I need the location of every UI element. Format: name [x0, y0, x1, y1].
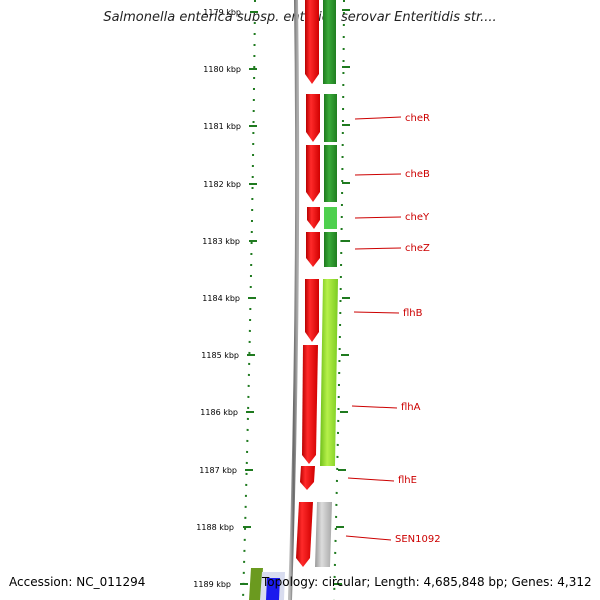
gene-arrow: [296, 502, 313, 567]
cds-block: [324, 207, 337, 229]
gene-label-sen1092: SEN1092: [395, 534, 441, 545]
label-leader: [354, 173, 402, 176]
gene-label-cheb: cheB: [405, 169, 430, 180]
gene-arrow: [300, 466, 315, 490]
scale-tick-label: 1180 kbp: [203, 65, 241, 74]
label-leader: [345, 535, 392, 541]
partial-features: [249, 568, 285, 600]
gene-arrow: [306, 145, 320, 202]
label-leader: [351, 405, 398, 409]
scale-tick-label: 1181 kbp: [203, 122, 241, 131]
topology-text: Topology: circular; Length: 4,685,848 bp…: [262, 575, 592, 589]
gene-label-chez: cheZ: [405, 243, 430, 254]
gene-labels: cheR cheB cheY cheZ flhB flhA flhE SEN10…: [345, 113, 441, 545]
scale-tick-label: 1183 kbp: [202, 237, 240, 246]
scale-tick-label: 1186 kbp: [200, 408, 238, 417]
forward-strand-genes: [296, 0, 320, 567]
gene-label-flhe: flhE: [398, 475, 417, 486]
cds-track: [315, 0, 338, 567]
cds-block: [324, 145, 337, 202]
cds-block: [320, 279, 338, 466]
cds-block: [324, 232, 337, 267]
scale-tick-label: 1182 kbp: [203, 180, 241, 189]
gene-arrow: [305, 279, 319, 342]
cds-block: [324, 94, 337, 142]
label-leader: [354, 116, 402, 120]
accession-text: Accession: NC_011294: [9, 575, 146, 589]
gene-arrow: [306, 232, 320, 267]
scale-tick-label: 1179 kbp: [203, 8, 241, 17]
label-leader: [353, 311, 400, 314]
gene-label-flhb: flhB: [403, 308, 423, 319]
feature-block: [266, 578, 280, 600]
gene-label-cher: cheR: [405, 113, 430, 124]
scale-tick-label: 1185 kbp: [201, 351, 239, 360]
scale-ticks: 1179 kbp 1180 kbp 1181 kbp 1182 kbp 1183…: [193, 8, 258, 589]
outer-ticks: [334, 9, 350, 585]
label-leader: [354, 216, 402, 219]
label-leader: [347, 477, 395, 482]
scale-tick-label: 1184 kbp: [202, 294, 240, 303]
cds-block: [323, 0, 336, 84]
scale-tick-label: 1188 kbp: [196, 523, 234, 532]
scale-dotted-line: [242, 0, 256, 600]
gene-arrow: [307, 207, 320, 229]
genome-backbone: [288, 0, 300, 600]
label-leader: [354, 247, 402, 250]
gene-label-chey: cheY: [405, 212, 430, 223]
outer-dotted-line: [333, 0, 345, 600]
gene-label-flha: flhA: [401, 402, 421, 413]
scale-tick-label: 1189 kbp: [193, 580, 231, 589]
genome-title: Salmonella enterica subsp. enterica sero…: [103, 10, 497, 25]
scale-tick-label: 1187 kbp: [199, 466, 237, 475]
feature-block: [249, 568, 263, 600]
gene-arrow: [306, 94, 320, 142]
gene-arrow: [302, 345, 318, 464]
cds-block: [315, 502, 332, 567]
gene-arrow: [305, 0, 319, 84]
